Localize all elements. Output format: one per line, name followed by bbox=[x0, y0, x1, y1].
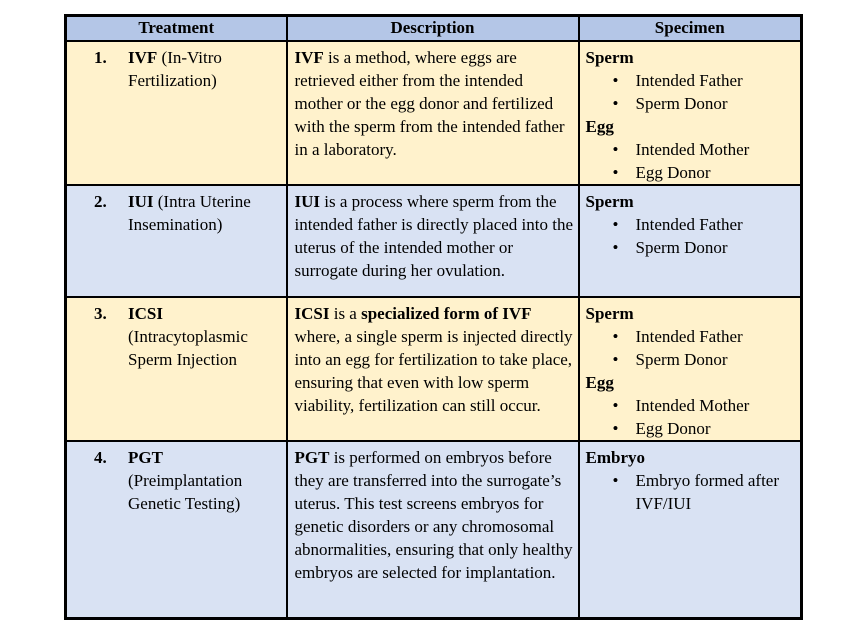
specimen-cell: Sperm • Intended Father • Sperm Donor Egg • Int… bbox=[577, 40, 803, 186]
specimen-type-label: Egg bbox=[585, 373, 614, 392]
bullet-icon: • bbox=[612, 327, 619, 346]
list-item-label: Embryo formed after IVF/IUI bbox=[635, 471, 780, 513]
bullet-icon: • bbox=[612, 71, 619, 90]
bullet-icon: • bbox=[612, 471, 619, 490]
table-row: 3. ICSI (Intracytoplasmic Sperm Injection… bbox=[64, 296, 803, 442]
list-item-label: Intended Mother bbox=[635, 396, 750, 415]
list-item: • Intended Father bbox=[586, 213, 799, 236]
col-header-specimen: Specimen bbox=[577, 14, 803, 42]
list-item-label: Intended Mother bbox=[635, 140, 750, 159]
text-run: is a bbox=[329, 304, 362, 323]
specimen-list: Embryo • Embryo formed after IVF/IUI bbox=[580, 442, 801, 515]
bold-text-run: PGT bbox=[128, 448, 163, 467]
treatment-name: IVF (In-Vitro Fertilization) bbox=[128, 46, 262, 92]
col-header-description: Description bbox=[285, 14, 580, 42]
text-run: (In-Vitro Fertilization) bbox=[128, 48, 222, 90]
list-item: • Intended Mother bbox=[586, 394, 799, 417]
list-item-label: Sperm Donor bbox=[635, 350, 728, 369]
text-run: (Intra Uterine Insemination) bbox=[128, 192, 251, 234]
list-item: • Intended Mother bbox=[586, 138, 799, 161]
bold-text-run: IVF bbox=[128, 48, 158, 67]
list-item-label: Intended Father bbox=[635, 327, 743, 346]
bold-text-run: specialized form of IVF bbox=[361, 304, 532, 323]
treatment-name: ICSI (Intracytoplasmic Sperm Injection bbox=[128, 302, 262, 371]
description-text: ICSI is a specialized form of IVF where,… bbox=[288, 298, 578, 417]
treatment-cell: 3. ICSI (Intracytoplasmic Sperm Injection bbox=[64, 296, 288, 442]
list-item: • Intended Father bbox=[586, 325, 799, 348]
text-run: (Preimplantation Genetic Testing) bbox=[128, 471, 243, 513]
description-text: IUI is a process where sperm from the in… bbox=[288, 186, 578, 282]
list-item-label: Egg Donor bbox=[635, 419, 711, 438]
list-item-label: Intended Father bbox=[635, 71, 743, 90]
treatment-name: PGT (Preimplantation Genetic Testing) bbox=[128, 446, 262, 515]
description-cell: ICSI is a specialized form of IVF where,… bbox=[285, 296, 580, 442]
bullet-icon: • bbox=[612, 94, 619, 113]
table-row: 2. IUI (Intra Uterine Insemination) IUI is… bbox=[64, 184, 803, 298]
list-item-label: Egg Donor bbox=[635, 163, 711, 182]
treatment-name: IUI (Intra Uterine Insemination) bbox=[128, 190, 262, 236]
specimen-type-label: Sperm bbox=[585, 48, 634, 67]
description-cell: IUI is a process where sperm from the in… bbox=[285, 184, 580, 298]
list-item: • Egg Donor bbox=[586, 417, 799, 440]
list-item: • Egg Donor bbox=[586, 161, 799, 184]
list-item: • Sperm Donor bbox=[586, 92, 799, 115]
specimen-list: Sperm • Intended Father • Sperm Donor Egg • Int… bbox=[580, 42, 801, 184]
treatment-cell: 2. IUI (Intra Uterine Insemination) bbox=[64, 184, 288, 298]
specimen-type-label: Sperm bbox=[585, 304, 634, 323]
treatment-cell: 1. IVF (In-Vitro Fertilization) bbox=[64, 40, 288, 186]
treatment-entry: 1. IVF (In-Vitro Fertilization) bbox=[67, 42, 286, 92]
bullet-icon: • bbox=[612, 350, 619, 369]
description-text: IVF is a method, where eggs are retrieve… bbox=[288, 42, 578, 161]
bullet-icon: • bbox=[612, 238, 619, 257]
bold-text-run: ICSI bbox=[294, 304, 330, 323]
list-item: • Sperm Donor bbox=[586, 348, 799, 371]
specimen-list: Sperm • Intended Father • Sperm Donor Egg • Int… bbox=[580, 298, 801, 440]
bold-text-run: IVF bbox=[294, 48, 324, 67]
header-row: Treatment Description Specimen bbox=[64, 14, 803, 42]
bold-text-run: IUI bbox=[294, 192, 321, 211]
bullet-icon: • bbox=[612, 140, 619, 159]
text-run: is a method, where eggs are retrieved ei… bbox=[294, 48, 565, 159]
text-run: where, a single sperm is injected direct… bbox=[294, 327, 573, 415]
specimen-cell: Embryo • Embryo formed after IVF/IUI bbox=[577, 440, 803, 619]
bold-text-run: PGT bbox=[294, 448, 330, 467]
bold-text-run: ICSI bbox=[128, 304, 163, 323]
treatment-number: 2. bbox=[94, 192, 107, 211]
treatment-entry: 3. ICSI (Intracytoplasmic Sperm Injection bbox=[67, 298, 286, 371]
treatment-entry: 4. PGT (Preimplantation Genetic Testing) bbox=[67, 442, 286, 515]
specimen-cell: Sperm • Intended Father • Sperm Donor Egg • Int… bbox=[577, 296, 803, 442]
specimen-type-label: Embryo bbox=[585, 448, 646, 467]
treatment-table: Treatment Description Specimen 1. IVF (In… bbox=[64, 14, 803, 620]
table-row: 4. PGT (Preimplantation Genetic Testing) P… bbox=[64, 440, 803, 619]
list-item-label: Sperm Donor bbox=[635, 238, 728, 257]
treatment-entry: 2. IUI (Intra Uterine Insemination) bbox=[67, 186, 286, 236]
specimen-cell: Sperm • Intended Father • Sperm Donor bbox=[577, 184, 803, 298]
list-item: • Embryo formed after IVF/IUI bbox=[586, 469, 799, 515]
treatment-cell: 4. PGT (Preimplantation Genetic Testing) bbox=[64, 440, 288, 619]
text-run: (Intracytoplasmic Sperm Injection bbox=[128, 327, 248, 369]
list-item-label: Sperm Donor bbox=[635, 94, 728, 113]
specimen-type-label: Egg bbox=[585, 117, 614, 136]
list-item: • Intended Father bbox=[586, 69, 799, 92]
list-item-label: Intended Father bbox=[635, 215, 743, 234]
treatment-number: 4. bbox=[94, 448, 107, 467]
treatment-number: 3. bbox=[94, 304, 107, 323]
bullet-icon: • bbox=[612, 215, 619, 234]
description-text: PGT is performed on embryos before they … bbox=[288, 442, 578, 584]
text-run: is performed on embryos before they are … bbox=[294, 448, 573, 582]
bullet-icon: • bbox=[612, 396, 619, 415]
description-cell: PGT is performed on embryos before they … bbox=[285, 440, 580, 619]
table-row: 1. IVF (In-Vitro Fertilization) IVF is a m… bbox=[64, 40, 803, 186]
text-run: is a process where sperm from the intend… bbox=[294, 192, 574, 280]
bullet-icon: • bbox=[612, 163, 619, 182]
col-header-treatment: Treatment bbox=[64, 14, 288, 42]
treatment-number: 1. bbox=[94, 48, 107, 67]
bullet-icon: • bbox=[612, 419, 619, 438]
specimen-list: Sperm • Intended Father • Sperm Donor bbox=[580, 186, 801, 259]
list-item: • Sperm Donor bbox=[586, 236, 799, 259]
description-cell: IVF is a method, where eggs are retrieve… bbox=[285, 40, 580, 186]
specimen-type-label: Sperm bbox=[585, 192, 634, 211]
bold-text-run: IUI bbox=[128, 192, 154, 211]
